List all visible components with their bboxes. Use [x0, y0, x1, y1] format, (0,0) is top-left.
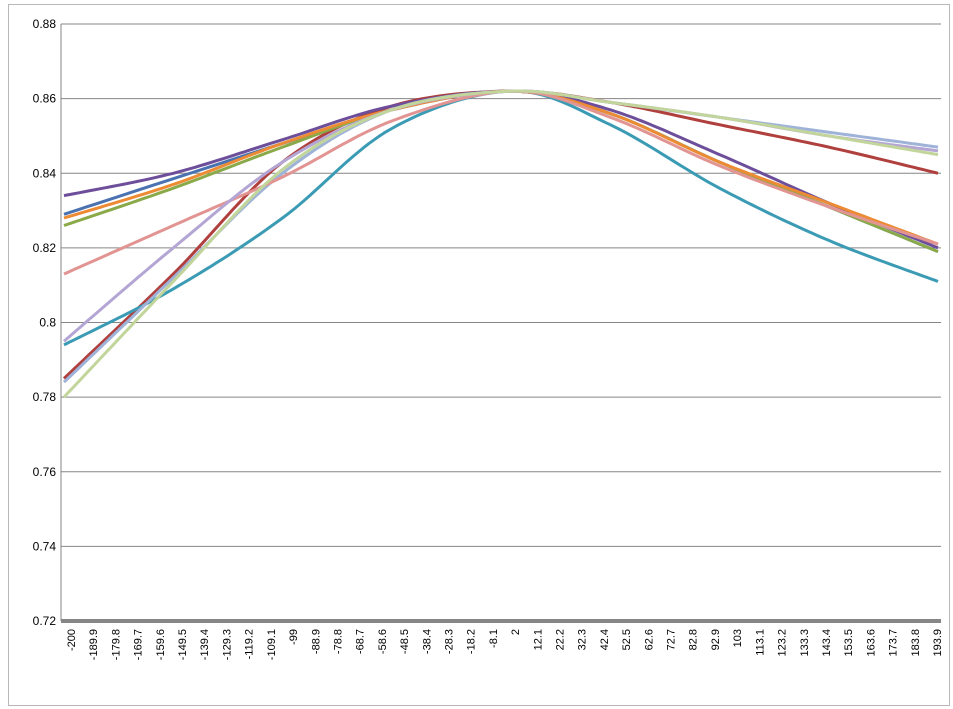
- x-tick-label: -169.7: [133, 629, 145, 660]
- series-line-2: [62, 89, 939, 380]
- x-tick-label: 173.7: [888, 629, 900, 657]
- x-tick-label: -159.6: [155, 629, 167, 660]
- series-line-1: [63, 89, 939, 253]
- y-tick-label: 0.74: [33, 539, 57, 553]
- line-chart: 0.72 0.74 0.76 0.78 0.8 0.82 0.84 0.86 0.88 -200…: [33, 17, 944, 660]
- y-tick-label: 0.86: [33, 92, 57, 106]
- x-tick-label: -18.2: [466, 629, 478, 654]
- x-tick-label: -109.1: [266, 629, 278, 660]
- x-tick-label: 193.9: [932, 629, 944, 657]
- x-tick-label: -189.9: [88, 629, 100, 660]
- x-tick-label: 123.2: [777, 629, 789, 657]
- y-axis-ticks: 0.72 0.74 0.76 0.78 0.8 0.82 0.84 0.86 0.88: [33, 17, 57, 628]
- x-tick-label: -28.3: [444, 629, 456, 654]
- x-tick-label: 32.3: [577, 629, 589, 650]
- x-tick-label: 72.7: [666, 629, 678, 650]
- x-tick-label: -129.3: [221, 629, 233, 660]
- y-tick-label: 0.76: [33, 465, 57, 479]
- series-line-8: [63, 89, 939, 276]
- x-tick-label: 143.4: [821, 629, 833, 657]
- y-tick-label: 0.88: [33, 17, 57, 31]
- series-line-7: [62, 89, 939, 384]
- x-tick-label: 183.8: [910, 629, 922, 657]
- series-group: [62, 89, 939, 399]
- series-line-10: [62, 89, 939, 399]
- x-tick-label: 113.1: [754, 629, 766, 656]
- series-line-4: [63, 89, 939, 250]
- axes: [60, 24, 941, 623]
- x-tick-label: -119.2: [244, 629, 256, 659]
- chart-frame: 0.72 0.74 0.76 0.78 0.8 0.82 0.84 0.86 0.88 -200…: [8, 4, 950, 706]
- x-tick-label: -68.7: [355, 629, 367, 654]
- x-tick-label: -78.8: [333, 629, 345, 654]
- x-tick-label: 133.3: [799, 629, 811, 657]
- x-tick-label: -99: [288, 629, 300, 645]
- x-tick-label: -58.6: [377, 629, 389, 654]
- x-tick-label: 52.5: [621, 629, 633, 650]
- x-tick-label: 12.1: [532, 629, 544, 650]
- x-axis-ticks: -200 -189.9 -179.8 -169.7 -159.6 -149.5 -139.4…: [66, 629, 944, 660]
- x-tick-label: 103: [732, 629, 744, 647]
- x-tick-label: -179.8: [110, 629, 122, 660]
- x-tick-label: -8.1: [488, 629, 500, 648]
- x-tick-label: 62.6: [643, 629, 655, 650]
- x-tick-label: -139.4: [199, 629, 211, 660]
- x-tick-label: 92.9: [710, 629, 722, 650]
- x-tick-label: 82.8: [688, 629, 700, 650]
- x-tick-label: -38.4: [421, 629, 433, 654]
- x-tick-label: -48.5: [399, 629, 411, 654]
- y-tick-label: 0.78: [33, 390, 57, 404]
- x-tick-label: -88.9: [310, 629, 322, 654]
- x-tick-label: 2: [510, 629, 522, 635]
- y-tick-label: 0.72: [33, 614, 57, 628]
- x-tick-label: 22.2: [555, 629, 567, 650]
- y-tick-label: 0.82: [33, 241, 57, 255]
- x-tick-label: 153.5: [843, 629, 855, 657]
- x-tick-label: -149.5: [177, 629, 189, 660]
- gridlines: [61, 23, 941, 547]
- x-tick-label: 163.6: [865, 629, 877, 657]
- x-tick-label: -200: [66, 629, 78, 651]
- y-tick-label: 0.84: [33, 166, 57, 180]
- y-tick-label: 0.8: [39, 316, 56, 330]
- x-tick-label: 42.4: [599, 629, 611, 650]
